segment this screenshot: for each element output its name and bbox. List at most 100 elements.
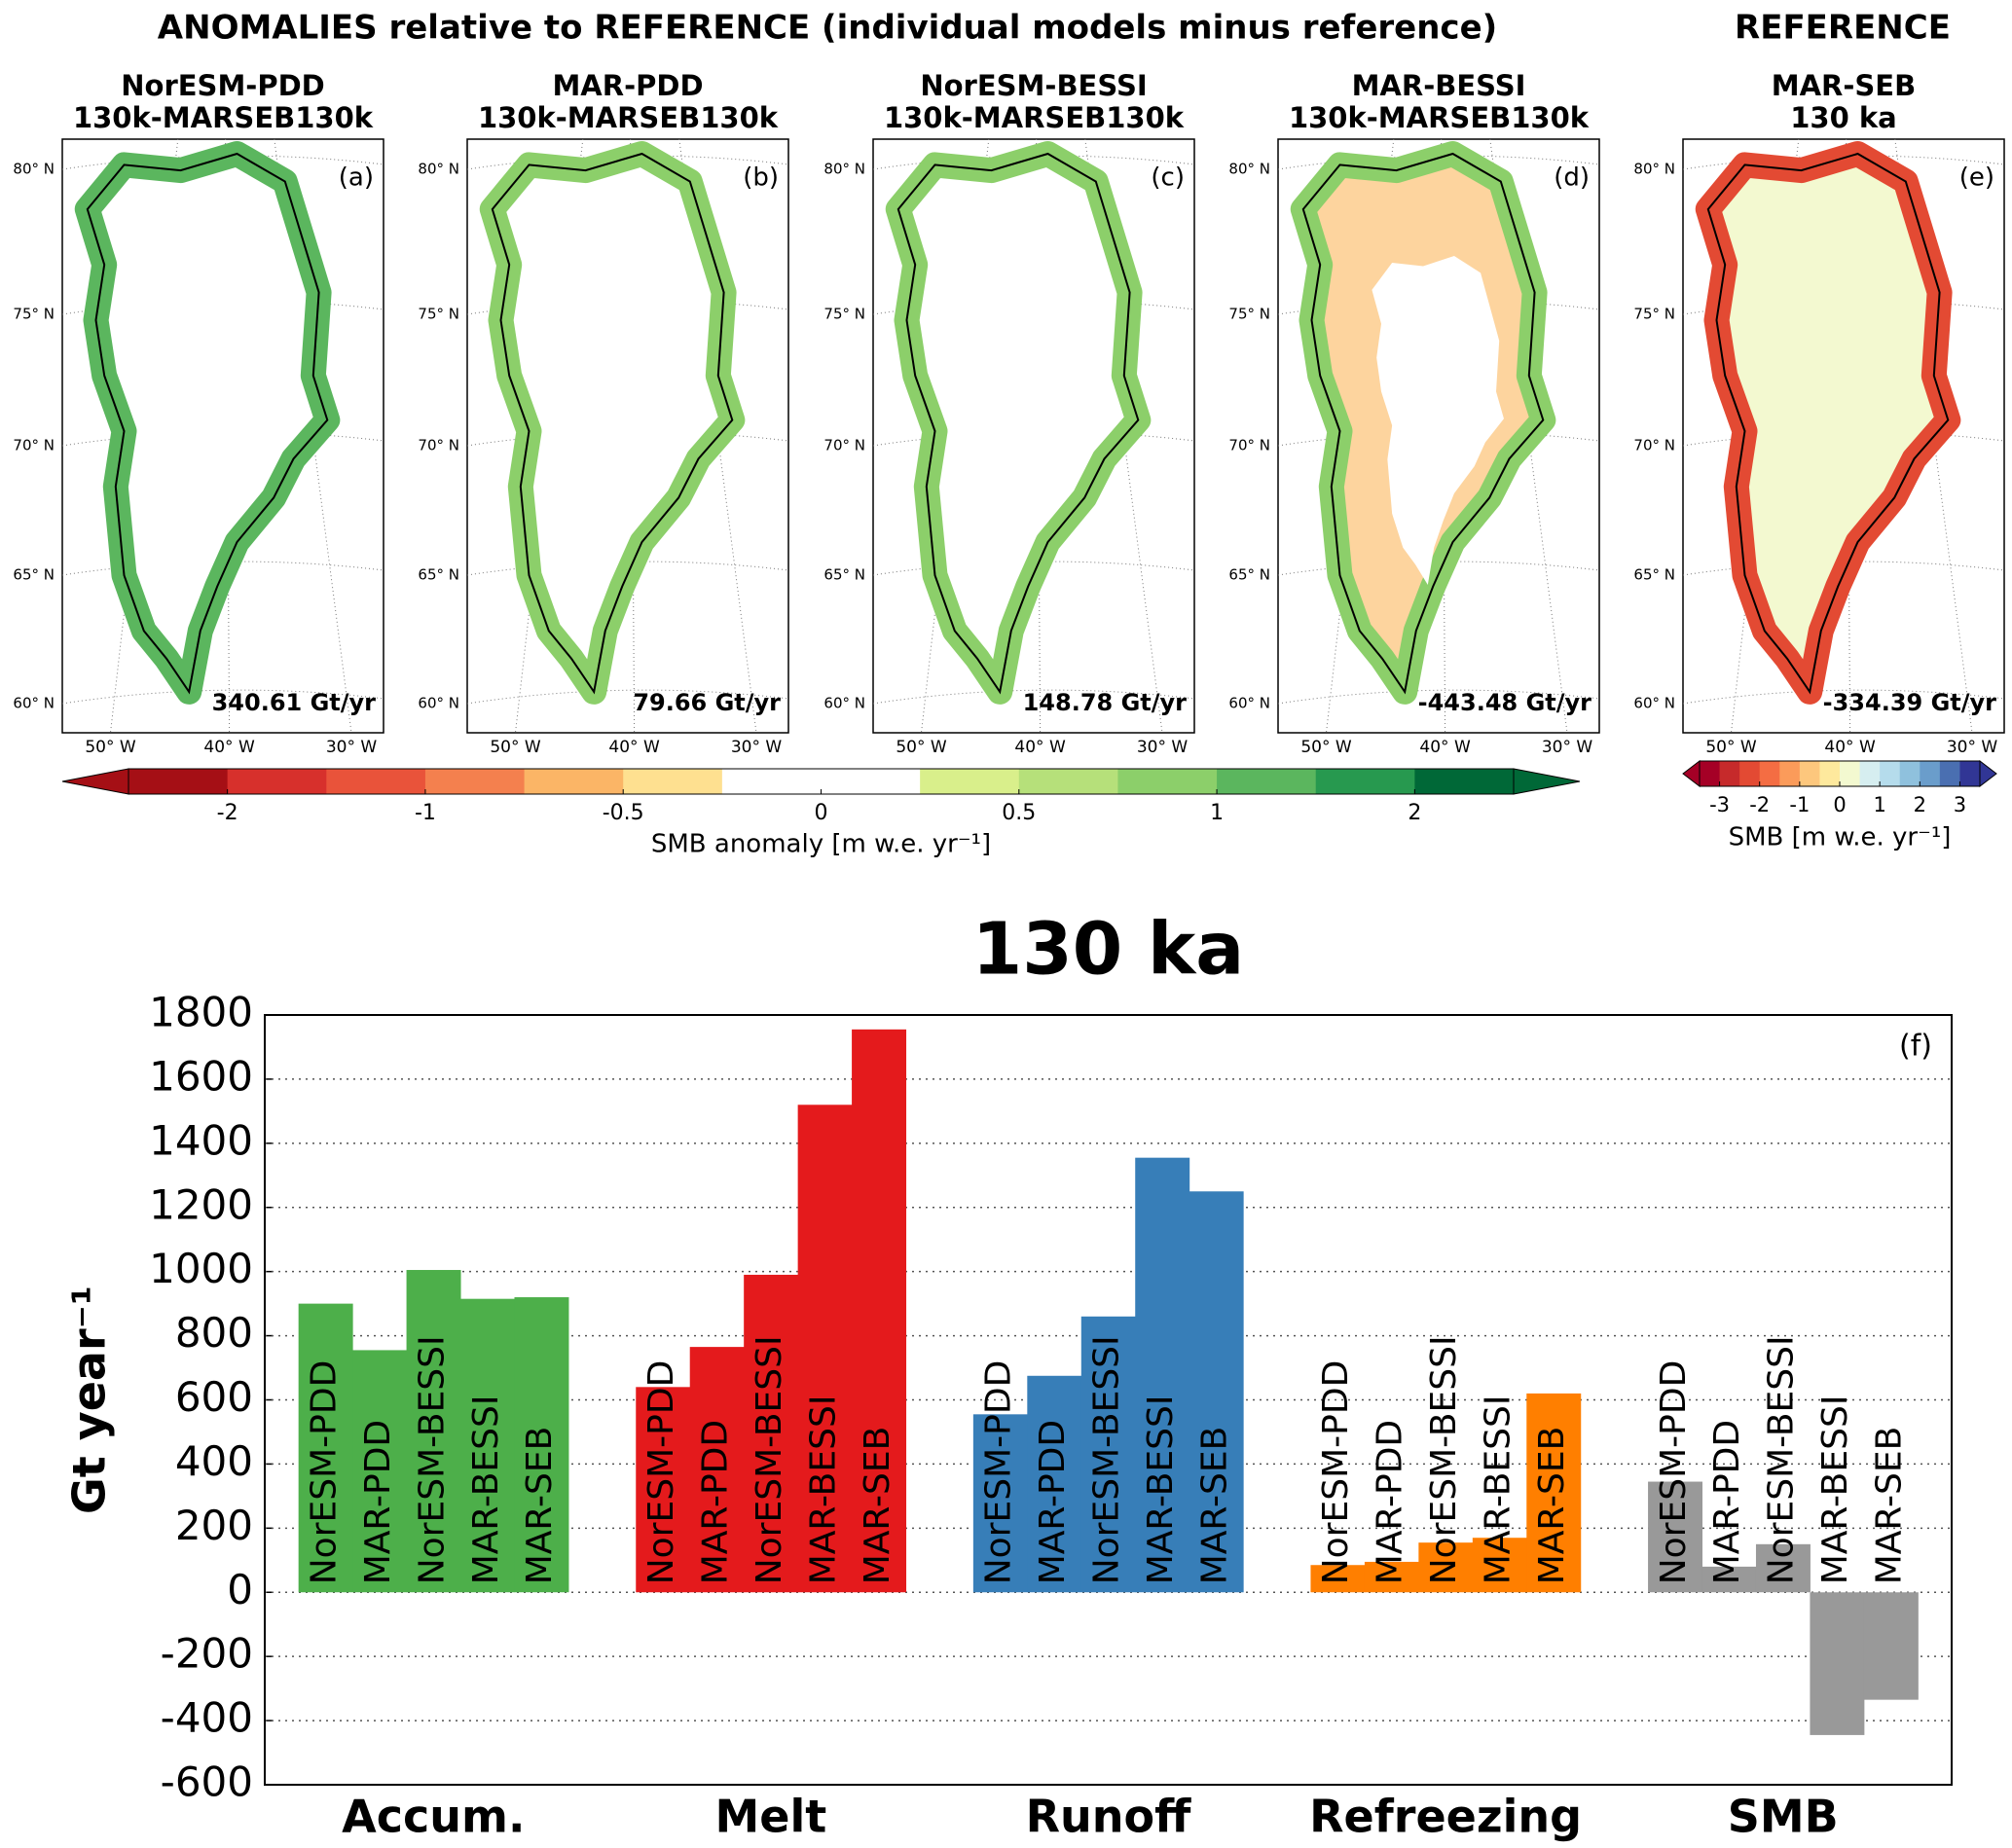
lat-label: 75° N	[1633, 306, 1675, 323]
colorbar-tick-label: 1	[1210, 801, 1224, 825]
colorbar-segment	[920, 769, 1020, 794]
bar-label: MAR-PDD	[1371, 1420, 1410, 1584]
lon-label: 40° W	[203, 738, 255, 757]
colorbar-label: SMB anomaly [m w.e. yr⁻¹]	[651, 830, 991, 859]
colorbar-tick-label: -2	[1749, 793, 1770, 816]
x-tick-label: Accum.	[342, 1791, 525, 1843]
lat-label: 75° N	[418, 306, 459, 323]
bar	[1080, 1316, 1136, 1593]
lat-label: 65° N	[823, 566, 865, 584]
map-graticule	[274, 138, 352, 734]
colorbar-segment	[1315, 769, 1415, 794]
lon-label: 50° W	[1300, 738, 1352, 757]
bar	[460, 1298, 515, 1593]
colorbar-tick-label: 3	[1954, 793, 1966, 816]
lon-label: 50° W	[1705, 738, 1757, 757]
map-graticule	[1846, 138, 1851, 734]
lat-label: 60° N	[1633, 695, 1675, 712]
map-subtitle: 130k-MARSEB130k	[73, 101, 374, 134]
colorbar-segment	[1920, 761, 1941, 786]
colorbar-tick-label: 2	[1914, 793, 1926, 816]
map-graticule	[678, 138, 757, 734]
colorbar-segment	[623, 769, 723, 794]
bar	[1863, 1592, 1919, 1700]
y-tick-label: 1000	[149, 1245, 253, 1292]
colorbar-segment	[424, 769, 526, 794]
bar	[1526, 1393, 1582, 1593]
colorbar-segment	[1880, 761, 1901, 786]
map-graticule	[630, 138, 636, 734]
map-title: MAR-SEB	[1772, 69, 1916, 102]
bar-label: NorESM-PDD	[1316, 1360, 1356, 1585]
lat-label: 80° N	[1633, 161, 1675, 178]
colorbar-tick-label: -3	[1709, 793, 1730, 816]
map-title: MAR-BESSI	[1352, 69, 1526, 102]
bar-label: NorESM-PDD	[641, 1360, 681, 1585]
greenland-interior	[1372, 256, 1504, 586]
y-tick-label: 400	[175, 1437, 253, 1485]
colorbar-tick-label: 2	[1408, 801, 1421, 825]
lat-label: 80° N	[823, 161, 865, 178]
x-tick-label: SMB	[1728, 1791, 1839, 1843]
colorbar-segment	[1018, 769, 1118, 794]
bar	[1310, 1565, 1366, 1593]
y-tick-label: -200	[161, 1630, 253, 1678]
greenland-coast	[1706, 152, 1950, 695]
y-tick-label: -600	[161, 1758, 253, 1806]
lat-label: 60° N	[418, 695, 459, 712]
map-graticule	[1894, 138, 1973, 734]
bar-label: NorESM-BESSI	[412, 1335, 452, 1584]
panel-label: (b)	[743, 163, 779, 193]
colorbar-segment	[128, 769, 229, 794]
bar-label: NorESM-BESSI	[1424, 1335, 1464, 1584]
colorbar-segment	[721, 769, 822, 794]
lat-label: 70° N	[1633, 437, 1675, 454]
colorbar-segment	[1759, 761, 1780, 786]
colorbar-segment	[1739, 761, 1761, 786]
map-total: 79.66 Gt/yr	[633, 689, 781, 716]
map-title: MAR-PDD	[552, 69, 703, 102]
y-tick-label: 1800	[149, 989, 253, 1036]
map-graticule	[225, 138, 231, 734]
lat-label: 80° N	[1228, 161, 1270, 178]
bar-label: MAR-BESSI	[466, 1395, 506, 1585]
map-subtitle: 130k-MARSEB130k	[884, 101, 1185, 134]
bar	[514, 1297, 569, 1593]
colorbar-segment	[821, 769, 921, 794]
map-title: NorESM-PDD	[121, 69, 325, 102]
colorbar-segment	[1939, 761, 1960, 786]
bar	[797, 1105, 853, 1593]
bar	[1648, 1481, 1703, 1593]
colorbar-segment	[1217, 769, 1317, 794]
map-subtitle: 130k-MARSEB130k	[1289, 101, 1590, 134]
colorbar-tick-label: -1	[415, 801, 436, 825]
bar-label: MAR-SEB	[1194, 1427, 1234, 1585]
lat-label: 70° N	[418, 437, 459, 454]
bar-label: NorESM-BESSI	[750, 1335, 789, 1584]
x-tick-label: Melt	[715, 1791, 827, 1843]
colorbar-extend	[1682, 759, 1701, 788]
panel-label: (c)	[1151, 163, 1185, 193]
panel-label: (e)	[1959, 163, 1994, 193]
bar	[1364, 1561, 1419, 1593]
x-tick-label: Refreezing	[1309, 1791, 1582, 1843]
lat-label: 80° N	[13, 161, 55, 178]
colorbar-tick-label: -0.5	[603, 801, 644, 825]
greenland-coast	[1301, 152, 1545, 695]
y-tick-label: 800	[175, 1309, 253, 1357]
bar-label: NorESM-PDD	[304, 1360, 344, 1585]
lat-label: 60° N	[1228, 695, 1270, 712]
y-tick-label: 0	[227, 1566, 253, 1613]
bar-label: NorESM-BESSI	[1087, 1335, 1127, 1584]
map-title: NorESM-BESSI	[920, 69, 1147, 102]
bar-label: MAR-BESSI	[803, 1395, 843, 1585]
bar-label: MAR-BESSI	[1479, 1395, 1518, 1585]
map-graticule	[1489, 138, 1568, 734]
lat-label: 70° N	[1228, 437, 1270, 454]
colorbar-tick-label: 0	[815, 801, 828, 825]
bar	[1810, 1592, 1865, 1735]
y-tick-label: -400	[161, 1694, 253, 1742]
colorbar-segment	[326, 769, 426, 794]
panel-label: (f)	[1899, 1030, 1932, 1064]
